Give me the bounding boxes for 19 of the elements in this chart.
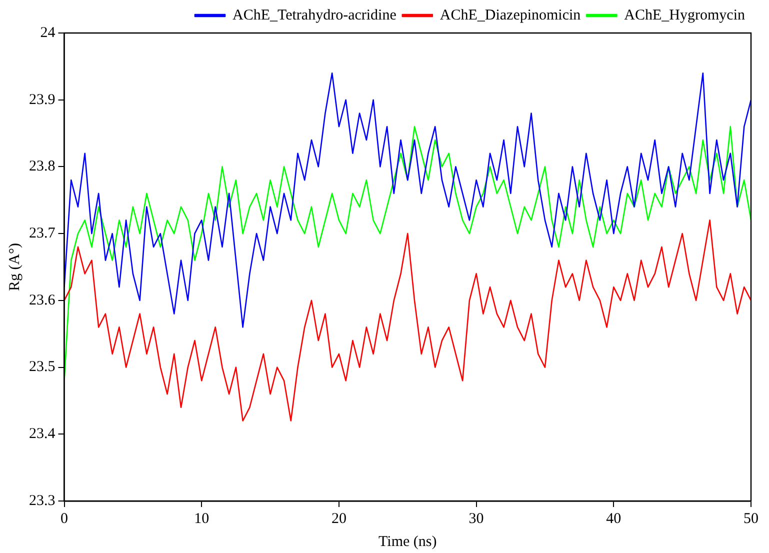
x-axis-title: Time (ns) bbox=[378, 534, 437, 550]
y-tick-label: 23.6 bbox=[29, 292, 56, 308]
x-tick-label: 20 bbox=[331, 510, 346, 527]
y-tick-label: 23.7 bbox=[29, 226, 56, 242]
legend-label: AChE_Diazepinomicin bbox=[440, 7, 582, 24]
y-tick-label: 23.4 bbox=[29, 426, 56, 442]
y-tick-label: 23.9 bbox=[29, 92, 56, 108]
y-tick-label: 23.3 bbox=[29, 492, 56, 509]
x-tick-label: 10 bbox=[194, 510, 210, 527]
y-axis-title: Rg (A°) bbox=[6, 242, 23, 292]
x-tick-label: 40 bbox=[606, 510, 622, 527]
x-tick-label: 50 bbox=[744, 510, 758, 527]
x-tick-label: 30 bbox=[468, 510, 484, 527]
y-tick-label: 23.5 bbox=[29, 359, 56, 376]
y-tick-label: 24 bbox=[40, 24, 56, 41]
x-tick-label: 0 bbox=[60, 510, 68, 527]
y-tick-label: 23.8 bbox=[29, 158, 56, 175]
legend-label: AChE_Hygromycin bbox=[624, 7, 746, 24]
legend-label: AChE_Tetrahydro-acridine bbox=[232, 7, 397, 24]
